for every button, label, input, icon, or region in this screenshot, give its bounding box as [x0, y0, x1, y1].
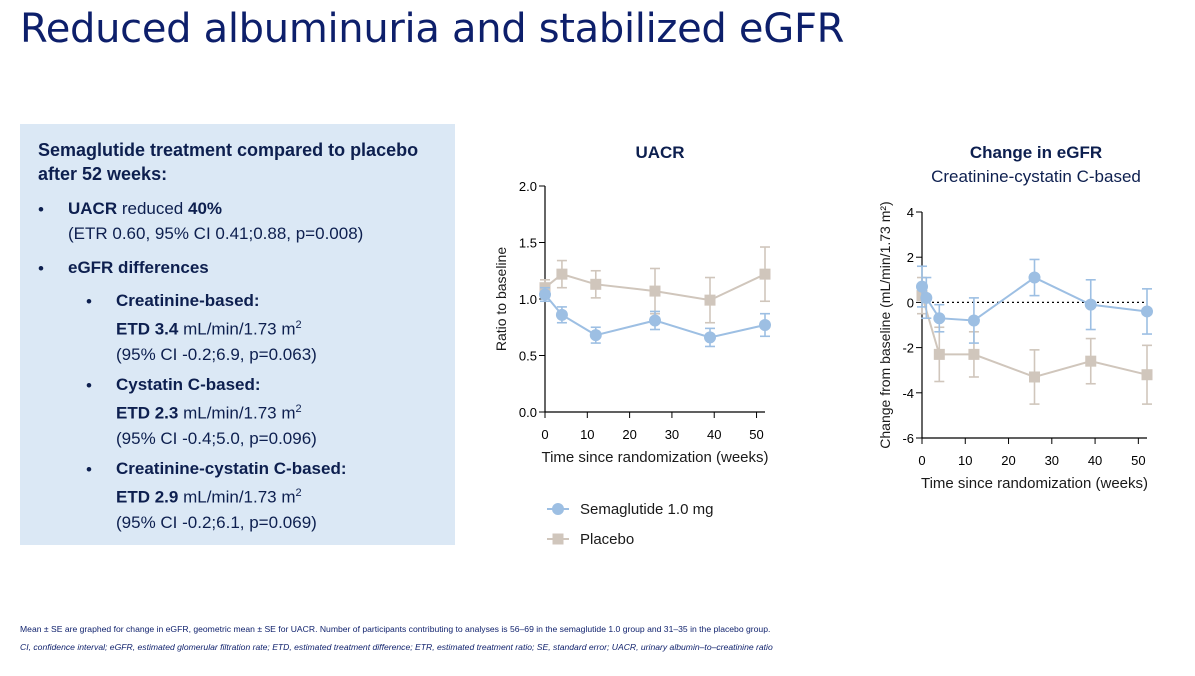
x-axis-label: Time since randomization (weeks)	[921, 475, 1148, 492]
sub-ci: (95% CI -0.2;6.1, p=0.069)	[116, 512, 317, 532]
bullet-dot: •	[38, 200, 44, 219]
chart-title: UACR	[635, 143, 684, 162]
data-point	[704, 331, 716, 344]
y-tick-label: 0.0	[519, 405, 537, 420]
legend-label: Placebo	[580, 531, 634, 548]
data-point	[1141, 305, 1153, 318]
uacr-term: UACR	[68, 199, 118, 218]
chart-title: Change in eGFR	[970, 143, 1102, 162]
sub-bullet-dot: •	[86, 376, 92, 395]
chart-subtitle: Creatinine-cystatin C-based	[931, 167, 1141, 186]
x-tick-label: 40	[707, 427, 721, 442]
sub-name: Creatinine-based:	[116, 291, 260, 310]
uacr-value: 40%	[188, 199, 223, 218]
y-tick-label: -2	[902, 341, 914, 356]
sub-ci: (95% CI -0.4;5.0, p=0.096)	[116, 428, 317, 448]
sub-etd: ETD 2.9	[116, 487, 179, 507]
data-point	[968, 348, 980, 360]
series-line	[921, 295, 1148, 379]
data-point	[916, 280, 928, 293]
data-point	[649, 314, 661, 327]
egfr-heading: eGFR differences	[68, 255, 209, 280]
data-point	[933, 348, 945, 360]
x-tick-label: 0	[541, 427, 548, 442]
legend-marker	[552, 533, 564, 545]
sub-bullet-combined: Creatinine-cystatin C-based: ETD 2.9 mL/…	[116, 456, 347, 535]
x-tick-label: 20	[1001, 453, 1015, 468]
footnote-line2: CI, confidence interval; eGFR, estimated…	[20, 642, 773, 652]
summary-box: Semaglutide treatment compared to placeb…	[20, 124, 455, 545]
data-point	[920, 291, 933, 304]
data-point	[555, 308, 568, 321]
data-point	[1084, 298, 1097, 311]
data-point	[590, 278, 602, 290]
footnote-line1: Mean ± SE are graphed for change in eGFR…	[20, 624, 771, 634]
sub-unit: mL/min/1.73 m	[178, 487, 296, 507]
sub-sup: 2	[295, 487, 302, 499]
x-tick-label: 50	[1131, 453, 1145, 468]
egfr-heading-text: eGFR differences	[68, 258, 209, 277]
y-tick-label: 0	[907, 295, 914, 310]
sub-bullet-dot: •	[86, 460, 92, 479]
sub-name: Creatinine-cystatin C-based:	[116, 459, 347, 478]
data-point	[1028, 271, 1041, 284]
uacr-bullet: UACR reduced 40% (ETR 0.60, 95% CI 0.41;…	[68, 196, 363, 246]
x-axis-label: Time since randomization (weeks)	[541, 449, 768, 466]
legend: Semaglutide 1.0 mg Placebo	[547, 501, 713, 548]
uacr-chart: UACR 0.0 0.5 1.0 1.5 2.0 0 10 20 30 40 50 Time since…	[493, 143, 771, 466]
y-tick-label: 1.5	[519, 236, 537, 251]
y-axis-label: Change from baseline (mL/min/1.73 m²)	[877, 201, 893, 448]
sub-sup: 2	[295, 403, 302, 415]
data-point	[1029, 371, 1040, 383]
sub-etd: ETD 2.3	[116, 403, 179, 423]
sub-name: Cystatin C-based:	[116, 375, 261, 394]
data-point	[1141, 369, 1153, 381]
sub-bullet-dot: •	[86, 292, 92, 311]
sub-bullet-cystatin: Cystatin C-based: ETD 2.3 mL/min/1.73 m2…	[116, 372, 317, 451]
y-tick-label: -6	[902, 431, 914, 446]
sub-unit: mL/min/1.73 m	[178, 319, 296, 339]
x-tick-label: 40	[1088, 453, 1102, 468]
data-point	[556, 268, 568, 280]
bullet-dot: •	[38, 259, 44, 278]
uacr-text: reduced	[117, 199, 188, 218]
uacr-detail: (ETR 0.60, 95% CI 0.41;0.88, p=0.008)	[68, 224, 364, 243]
sub-unit: mL/min/1.73 m	[178, 403, 296, 423]
sub-ci: (95% CI -0.2;6.9, p=0.063)	[116, 344, 317, 364]
data-point	[704, 294, 716, 306]
data-point	[1085, 355, 1097, 367]
y-tick-label: 2	[907, 250, 914, 265]
y-tick-label: 0.5	[519, 349, 537, 364]
sub-sup: 2	[295, 319, 302, 331]
x-tick-label: 10	[958, 453, 972, 468]
y-tick-label: 2.0	[519, 179, 537, 194]
sub-bullet-creatinine: Creatinine-based: ETD 3.4 mL/min/1.73 m2…	[116, 288, 317, 367]
summary-heading: Semaglutide treatment compared to placeb…	[38, 140, 419, 184]
data-point	[933, 312, 946, 325]
y-axis-label: Ratio to baseline	[493, 247, 509, 352]
data-point	[759, 268, 771, 280]
data-point	[759, 318, 771, 331]
egfr-chart: Change in eGFR Creatinine-cystatin C-base…	[877, 143, 1153, 492]
data-point	[589, 329, 602, 342]
x-tick-label: 50	[749, 427, 763, 442]
y-tick-label: 1.0	[519, 292, 537, 307]
data-point	[649, 285, 661, 297]
x-tick-label: 20	[622, 427, 636, 442]
slide-title: Reduced albuminuria and stabilized eGFR	[20, 6, 845, 52]
x-tick-label: 30	[665, 427, 679, 442]
y-tick-label: 4	[907, 205, 914, 220]
data-point	[539, 288, 551, 301]
data-point	[967, 314, 980, 327]
y-tick-label: -4	[902, 386, 914, 401]
legend-marker	[552, 503, 564, 515]
x-tick-label: 0	[918, 453, 925, 468]
sub-etd: ETD 3.4	[116, 319, 179, 339]
legend-label: Semaglutide 1.0 mg	[580, 501, 713, 518]
x-tick-label: 30	[1045, 453, 1059, 468]
x-tick-label: 10	[580, 427, 594, 442]
